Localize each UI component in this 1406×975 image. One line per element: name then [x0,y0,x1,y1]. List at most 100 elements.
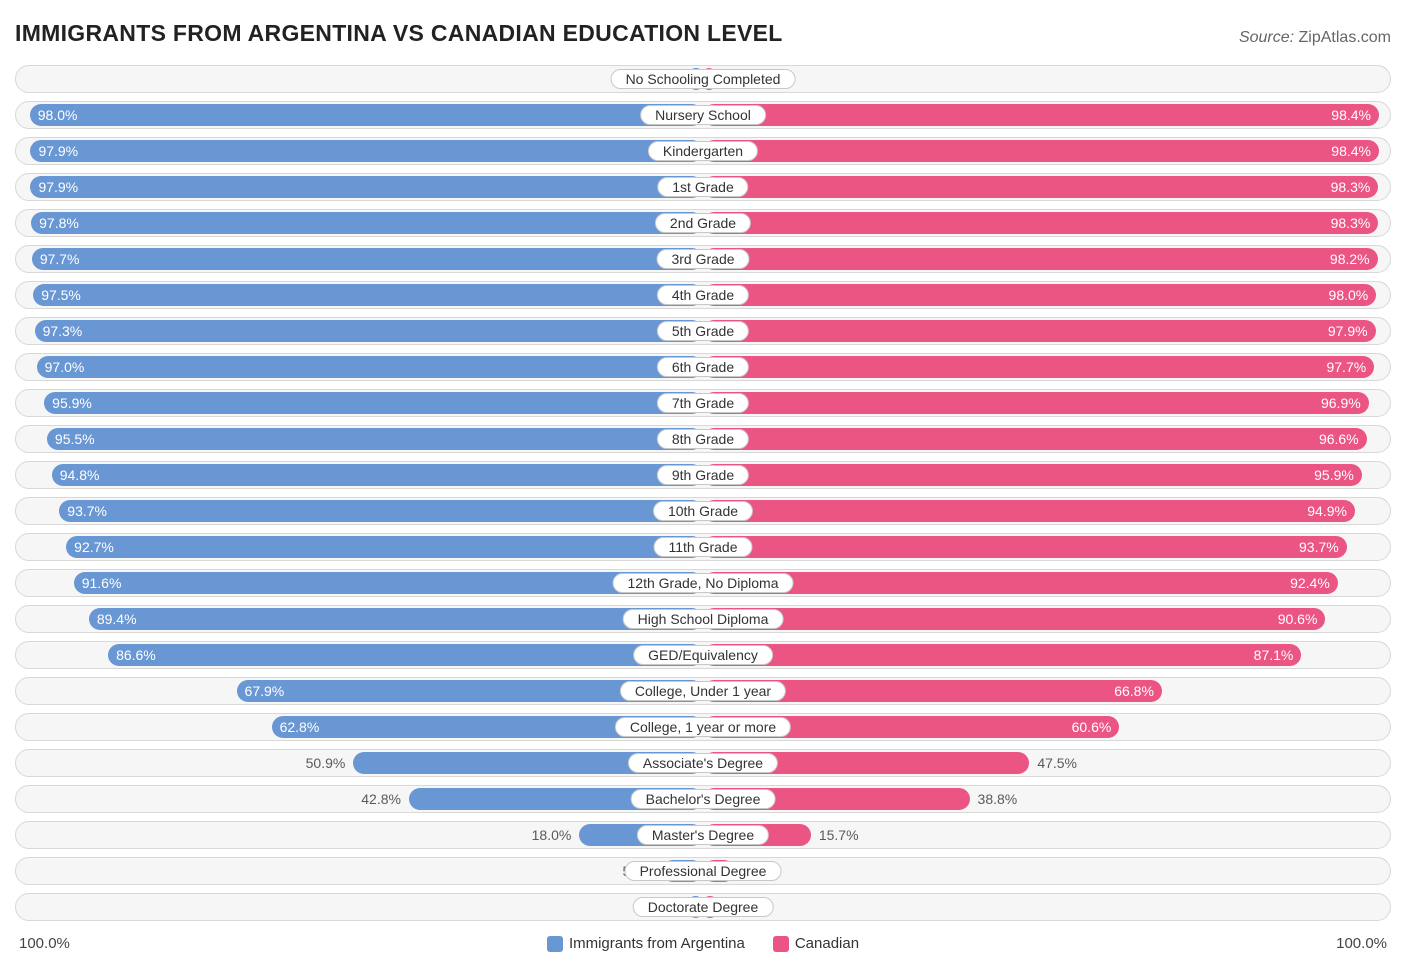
chart-row: 18.0%15.7%Master's Degree [15,821,1391,849]
bar-right: 98.4% [703,104,1379,126]
bar-left: 97.5% [33,284,703,306]
category-label: Nursery School [640,105,766,125]
chart-row: 50.9%47.5%Associate's Degree [15,749,1391,777]
category-label: No Schooling Completed [611,69,796,89]
value-label-left: 42.8% [361,791,401,807]
category-label: Professional Degree [625,861,782,881]
bar-right: 98.3% [703,176,1378,198]
category-label: 9th Grade [657,465,749,485]
value-label-left: 97.7% [40,251,80,267]
category-label: 3rd Grade [656,249,749,269]
value-label-right: 96.6% [1319,431,1359,447]
value-label-right: 98.4% [1331,107,1371,123]
value-label-right: 15.7% [819,827,859,843]
chart-row: 2.1%1.7%No Schooling Completed [15,65,1391,93]
category-label: College, 1 year or more [615,717,791,737]
category-label: Kindergarten [648,141,758,161]
bar-right: 95.9% [703,464,1362,486]
category-label: Doctorate Degree [633,897,774,917]
value-label-right: 96.9% [1321,395,1361,411]
bar-left: 97.9% [30,176,703,198]
value-label-left: 97.3% [43,323,83,339]
value-label-right: 97.9% [1328,323,1368,339]
value-label-right: 90.6% [1278,611,1318,627]
bar-right: 94.9% [703,500,1355,522]
value-label-left: 92.7% [74,539,114,555]
chart-row: 67.9%66.8%College, Under 1 year [15,677,1391,705]
chart-row: 62.8% 60.6% College, 1 year or more [15,713,1391,741]
axis-legend-row: 100.0% Immigrants from Argentina Canadia… [15,929,1391,952]
bar-left: 97.8% [31,212,703,234]
chart-row: 89.4%90.6%High School Diploma [15,605,1391,633]
chart-row: 95.5% 96.6% 8th Grade [15,425,1391,453]
legend-item-right: Canadian [773,935,859,952]
value-label-right: 98.0% [1329,287,1369,303]
bar-left: 97.0% [37,356,703,378]
value-label-right: 47.5% [1037,755,1077,771]
value-label-left: 67.9% [245,683,285,699]
bar-right: 97.9% [703,320,1376,342]
value-label-right: 38.8% [978,791,1018,807]
value-label-left: 89.4% [97,611,137,627]
value-label-left: 94.8% [60,467,100,483]
bar-left: 86.6% [108,644,703,666]
value-label-left: 97.9% [38,179,78,195]
bar-left: 89.4% [89,608,703,630]
category-label: College, Under 1 year [620,681,786,701]
source-attribution: Source: ZipAtlas.com [1239,29,1391,47]
bar-left: 95.9% [44,392,703,414]
value-label-right: 92.4% [1290,575,1330,591]
chart-row: 97.5%98.0%4th Grade [15,281,1391,309]
diverging-bar-chart: 2.1%1.7%No Schooling Completed 98.0% 98.4%… [15,65,1391,921]
chart-row: 97.3% 97.9% 5th Grade [15,317,1391,345]
bar-right: 98.3% [703,212,1378,234]
bar-right: 93.7% [703,536,1347,558]
bar-right: 87.1% [703,644,1301,666]
bar-right: 96.6% [703,428,1367,450]
legend-swatch-right [773,936,789,952]
category-label: 7th Grade [657,393,749,413]
value-label-right: 60.6% [1072,719,1112,735]
value-label-left: 95.5% [55,431,95,447]
value-label-right: 98.3% [1331,215,1371,231]
chart-row: 97.7% 98.2% 3rd Grade [15,245,1391,273]
axis-right-max: 100.0% [1336,935,1387,952]
chart-row: 95.9% 96.9% 7th Grade [15,389,1391,417]
bar-right: 97.7% [703,356,1374,378]
bar-left: 93.7% [59,500,703,522]
category-label: 5th Grade [657,321,749,341]
value-label-left: 91.6% [82,575,122,591]
category-label: 2nd Grade [655,213,751,233]
value-label-right: 98.2% [1330,251,1370,267]
category-label: GED/Equivalency [633,645,773,665]
value-label-left: 95.9% [52,395,92,411]
chart-row: 97.0%97.7%6th Grade [15,353,1391,381]
legend-label-right: Canadian [795,935,859,952]
bar-right: 98.2% [703,248,1378,270]
category-label: 11th Grade [653,537,752,557]
bar-left: 97.3% [35,320,703,342]
category-label: 8th Grade [657,429,749,449]
bar-right: 98.4% [703,140,1379,162]
category-label: 10th Grade [653,501,753,521]
chart-row: 91.6% 92.4% 12th Grade, No Diploma [15,569,1391,597]
chart-row: 97.9% 98.4%Kindergarten [15,137,1391,165]
value-label-right: 97.7% [1326,359,1366,375]
bar-left: 97.9% [30,140,703,162]
value-label-left: 97.8% [39,215,79,231]
bar-right: 98.0% [703,284,1376,306]
bar-right: 96.9% [703,392,1369,414]
value-label-right: 93.7% [1299,539,1339,555]
category-label: Bachelor's Degree [631,789,776,809]
chart-row: 2.2%2.0%Doctorate Degree [15,893,1391,921]
legend-label-left: Immigrants from Argentina [569,935,745,952]
value-label-right: 95.9% [1314,467,1354,483]
value-label-left: 97.9% [38,143,78,159]
value-label-left: 62.8% [280,719,320,735]
value-label-left: 86.6% [116,647,156,663]
bar-left: 92.7% [66,536,703,558]
legend-item-left: Immigrants from Argentina [547,935,745,952]
value-label-left: 98.0% [38,107,78,123]
chart-row: 93.7%94.9%10th Grade [15,497,1391,525]
category-label: 12th Grade, No Diploma [613,573,794,593]
